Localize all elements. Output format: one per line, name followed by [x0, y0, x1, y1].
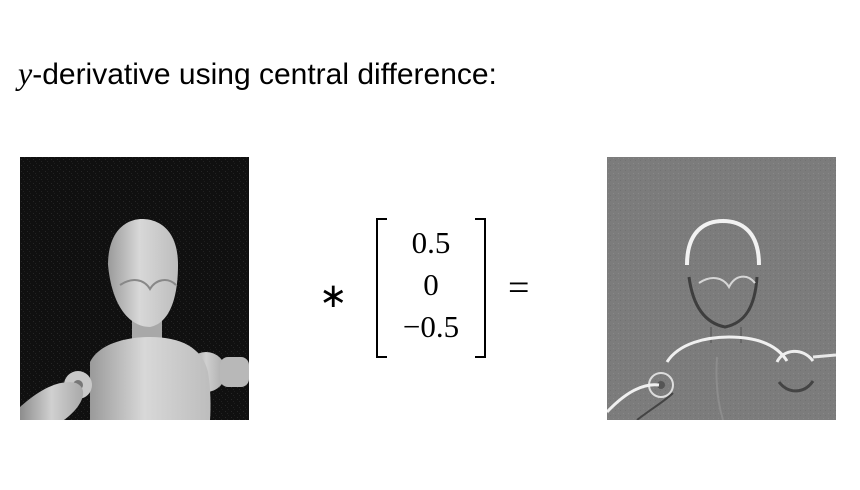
output-image: [607, 157, 836, 420]
input-image: [20, 157, 249, 420]
derivative-result-icon: [607, 157, 836, 420]
convolution-operator: ∗: [319, 278, 348, 315]
kernel-values: 0.5 0 −0.5: [388, 222, 474, 348]
kernel-matrix: 0.5 0 −0.5: [376, 218, 486, 358]
kernel-value-bottom: −0.5: [402, 309, 460, 344]
right-bracket: [475, 218, 486, 358]
mannequin-photo-icon: [20, 157, 249, 420]
left-bracket: [376, 218, 387, 358]
slide-title: y-derivative using central difference:: [18, 54, 497, 94]
kernel-value-top: 0.5: [411, 225, 451, 260]
title-text: -derivative using central difference:: [32, 58, 497, 91]
kernel-value-middle: 0: [423, 267, 439, 302]
equals-operator: =: [508, 267, 530, 309]
title-variable: y: [18, 55, 33, 91]
